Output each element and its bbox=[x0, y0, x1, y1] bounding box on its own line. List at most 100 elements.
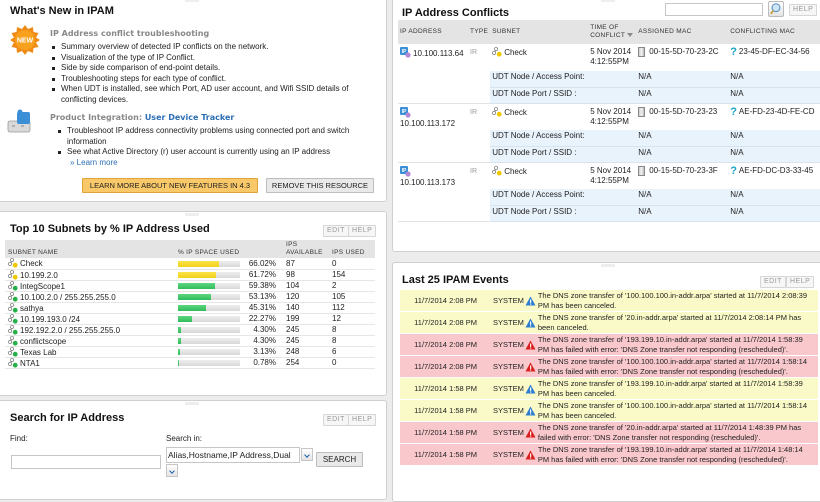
subnet-name-cell[interactable]: 10.100.2.0 / 255.255.255.0 bbox=[5, 291, 175, 302]
heading-prefix: Product Integration: bbox=[50, 113, 145, 122]
column-header-type[interactable]: TYPE bbox=[468, 20, 490, 44]
subnet-name-cell[interactable]: Check bbox=[5, 258, 175, 269]
subnet-name[interactable]: Check bbox=[504, 48, 527, 57]
column-header-assigned-mac[interactable]: ASSIGNED MAC bbox=[636, 20, 728, 44]
drag-handle[interactable] bbox=[601, 264, 615, 267]
spacer-cell bbox=[398, 205, 490, 221]
subnet-name-cell[interactable]: conflictscope bbox=[5, 335, 175, 346]
conflicts-search-input[interactable] bbox=[665, 3, 763, 16]
column-header-conflicting-mac[interactable]: CONFLICTING MAC bbox=[728, 20, 820, 44]
subnet-name[interactable]: sathya bbox=[20, 304, 44, 313]
drag-handle[interactable] bbox=[185, 402, 199, 405]
subnet-name-cell[interactable]: 192.192.2.0 / 255.255.255.0 bbox=[5, 324, 175, 335]
column-header-subnet-name[interactable]: SUBNET NAME bbox=[5, 240, 175, 258]
subnet-cell[interactable]: Check bbox=[490, 103, 588, 130]
subnet-name-cell[interactable]: NTA1 bbox=[5, 357, 175, 368]
subnet-status-icon bbox=[492, 47, 502, 57]
remove-resource-button[interactable]: REMOVE THIS RESOURCE bbox=[266, 178, 374, 193]
subnet-name-cell[interactable]: 10.199.193.0 /24 bbox=[5, 313, 175, 324]
subnet-name[interactable]: 10.100.2.0 / 255.255.255.0 bbox=[20, 293, 116, 302]
subnet-name[interactable]: 192.192.2.0 / 255.255.255.0 bbox=[20, 326, 120, 335]
time-cell: 5 Nov 2014 4:12:55PM bbox=[588, 44, 636, 71]
column-header-time-of-conflict[interactable]: TIME OF CONFLICT bbox=[588, 20, 636, 44]
subnet-name[interactable]: IntegScope1 bbox=[20, 282, 65, 291]
subnet-name-cell[interactable]: IntegScope1 bbox=[5, 280, 175, 291]
column-header-ip-space-used[interactable]: % IP SPACE USED bbox=[175, 240, 283, 258]
chevron-down-icon[interactable] bbox=[301, 448, 313, 461]
subnet-name[interactable]: Check bbox=[20, 259, 43, 268]
ips-available-cell: 245 bbox=[283, 335, 329, 346]
find-input[interactable] bbox=[11, 455, 161, 469]
ip-address[interactable]: 10.100.113.64 bbox=[413, 49, 464, 58]
help-button[interactable]: HELP bbox=[789, 4, 817, 16]
help-button[interactable]: HELP bbox=[786, 276, 814, 288]
subnet-name[interactable]: Texas Lab bbox=[20, 348, 56, 357]
spacer-cell bbox=[398, 130, 490, 146]
warning-icon bbox=[524, 400, 537, 422]
subnet-cell[interactable]: Check bbox=[490, 44, 588, 71]
subnet-name[interactable]: NTA1 bbox=[20, 359, 40, 368]
subnet-name[interactable]: conflictscope bbox=[20, 337, 66, 346]
help-button[interactable]: HELP bbox=[348, 414, 376, 426]
subnet-name-cell[interactable]: sathya bbox=[5, 302, 175, 313]
subnet-name[interactable]: 10.199.193.0 /24 bbox=[20, 315, 80, 324]
drag-handle[interactable] bbox=[185, 0, 199, 2]
edit-button[interactable]: EDIT bbox=[760, 276, 786, 288]
integration-list: Troubleshoot IP address connectivity pro… bbox=[55, 126, 375, 158]
subnet-name-cell[interactable]: 10.199.2.0 bbox=[5, 269, 175, 280]
help-button[interactable]: HELP bbox=[348, 225, 376, 237]
column-header-ips-available[interactable]: IPS AVAILABLE bbox=[283, 240, 329, 258]
section-heading: Product Integration: User Device Tracker bbox=[50, 113, 234, 122]
learn-more-features-button[interactable]: LEARN MORE ABOUT NEW FEATURES IN 4.3 bbox=[82, 178, 258, 193]
drag-handle[interactable] bbox=[601, 0, 615, 2]
udt-link[interactable]: User Device Tracker bbox=[145, 113, 235, 122]
ip-address[interactable]: 10.100.113.173 bbox=[400, 178, 455, 187]
subnet-cell[interactable]: Check bbox=[490, 162, 588, 189]
ip-conflict-icon: IP bbox=[400, 47, 411, 58]
column-header-subnet[interactable]: SUBNET bbox=[490, 20, 588, 44]
event-time: 11/7/2014 1:58 PM bbox=[400, 400, 493, 422]
search-button[interactable]: SEARCH bbox=[316, 452, 363, 467]
ip-space-used-cell: 0.78% bbox=[175, 357, 283, 368]
subnet-name[interactable]: Check bbox=[504, 108, 527, 117]
column-header-ip-address[interactable]: IP ADDRESS bbox=[398, 20, 468, 44]
drag-handle[interactable] bbox=[185, 213, 199, 216]
subnet-name-cell[interactable]: Texas Lab bbox=[5, 346, 175, 357]
ip-address[interactable]: 10.100.113.172 bbox=[400, 119, 455, 128]
column-header-ips-used[interactable]: IPS USED bbox=[329, 240, 375, 258]
chevron-down-icon[interactable] bbox=[166, 464, 178, 477]
conflict-type-icon: IR bbox=[470, 168, 477, 175]
edit-button[interactable]: EDIT bbox=[323, 414, 349, 426]
search-in-select[interactable]: Alias,Hostname,IP Address,Dual bbox=[166, 447, 300, 463]
search-icon[interactable] bbox=[768, 1, 784, 17]
subnet-name[interactable]: 10.199.2.0 bbox=[20, 271, 58, 280]
learn-more-link[interactable]: » Learn more bbox=[70, 158, 118, 167]
subnet-name[interactable]: Check bbox=[504, 167, 527, 176]
edit-button[interactable]: EDIT bbox=[323, 225, 349, 237]
